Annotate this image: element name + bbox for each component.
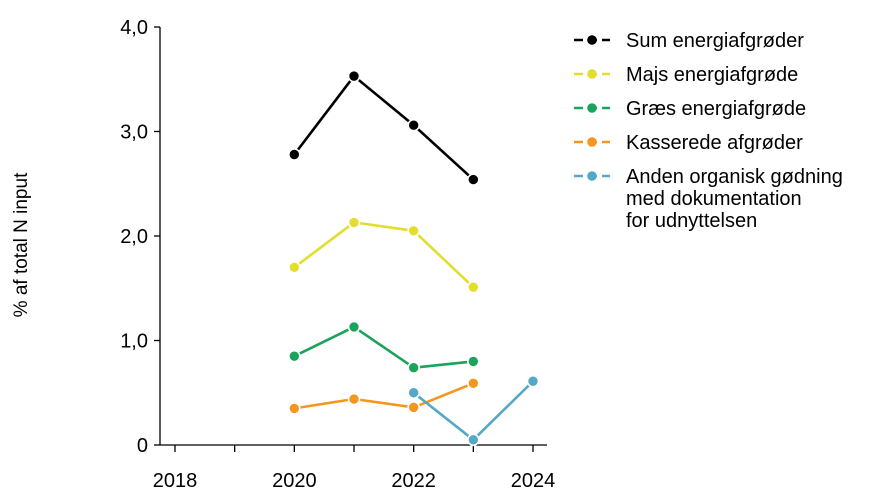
data-point: [407, 386, 420, 400]
x-tick-label: 2022: [391, 470, 436, 492]
series-line: [292, 74, 475, 181]
series-line: [292, 381, 475, 410]
data-point: [347, 320, 361, 334]
legend-swatch-marker: [587, 171, 597, 181]
y-tick-label: 4,0: [120, 17, 148, 39]
data-point: [288, 349, 301, 363]
series-1: [288, 216, 480, 294]
series-2: [288, 320, 480, 374]
x-tick-label: 2018: [153, 470, 198, 492]
legend-label: med dokumentation: [626, 188, 802, 210]
legend-label: Sum energiafgrøder: [626, 30, 804, 52]
data-point: [407, 361, 420, 374]
legend: Sum energiafgrøder Majs energiafgrøde Græs…: [574, 30, 843, 232]
data-point: [407, 401, 420, 414]
legend-item: Kasserede afgrøder: [574, 132, 803, 154]
data-point: [467, 433, 480, 447]
series-3: [288, 377, 480, 415]
legend-swatch-marker: [587, 35, 597, 45]
data-point: [288, 402, 301, 415]
legend-label: Anden organisk gødning: [626, 166, 843, 188]
legend-label: Kasserede afgrøder: [626, 132, 803, 154]
y-axis-title: % af total N input: [11, 172, 32, 317]
y-tick-label: 1,0: [120, 331, 148, 353]
data-point: [347, 216, 361, 229]
legend-item: Sum energiafgrøder: [574, 30, 804, 52]
series-4: [407, 374, 540, 447]
legend-label: Majs energiafgrøde: [626, 64, 798, 86]
series-line: [292, 221, 475, 289]
legend-swatch-marker: [587, 69, 597, 79]
series-0: [288, 69, 480, 186]
data-point: [467, 377, 480, 390]
series-line: [412, 379, 535, 442]
legend-swatch-marker: [587, 137, 597, 147]
data-point: [467, 173, 480, 186]
data-point: [288, 148, 301, 161]
y-tick-label: 2,0: [120, 226, 148, 248]
legend-label: Græs energiafgrøde: [626, 98, 806, 120]
legend-item: Majs energiafgrøde: [574, 64, 798, 86]
data-point: [467, 355, 480, 368]
data-point: [407, 224, 420, 238]
legend-swatch-marker: [587, 103, 597, 113]
data-point: [407, 118, 420, 132]
data-point: [347, 69, 361, 83]
data-point: [347, 392, 361, 406]
legend-label: for udnyttelsen: [626, 210, 757, 232]
x-tick-label: 2024: [511, 470, 556, 492]
legend-item: Græs energiafgrøde: [574, 98, 806, 120]
series-layer: [288, 69, 540, 447]
axes: 0 1,0 2,0 3,0 4,0 2018 2020 2022 2024: [120, 17, 555, 492]
y-tick-label: 0: [137, 435, 148, 457]
data-point: [288, 261, 301, 274]
x-tick-label: 2020: [272, 470, 317, 492]
data-point: [467, 280, 480, 294]
y-tick-label: 3,0: [120, 122, 148, 144]
series-line: [292, 325, 475, 370]
data-point: [526, 374, 540, 388]
